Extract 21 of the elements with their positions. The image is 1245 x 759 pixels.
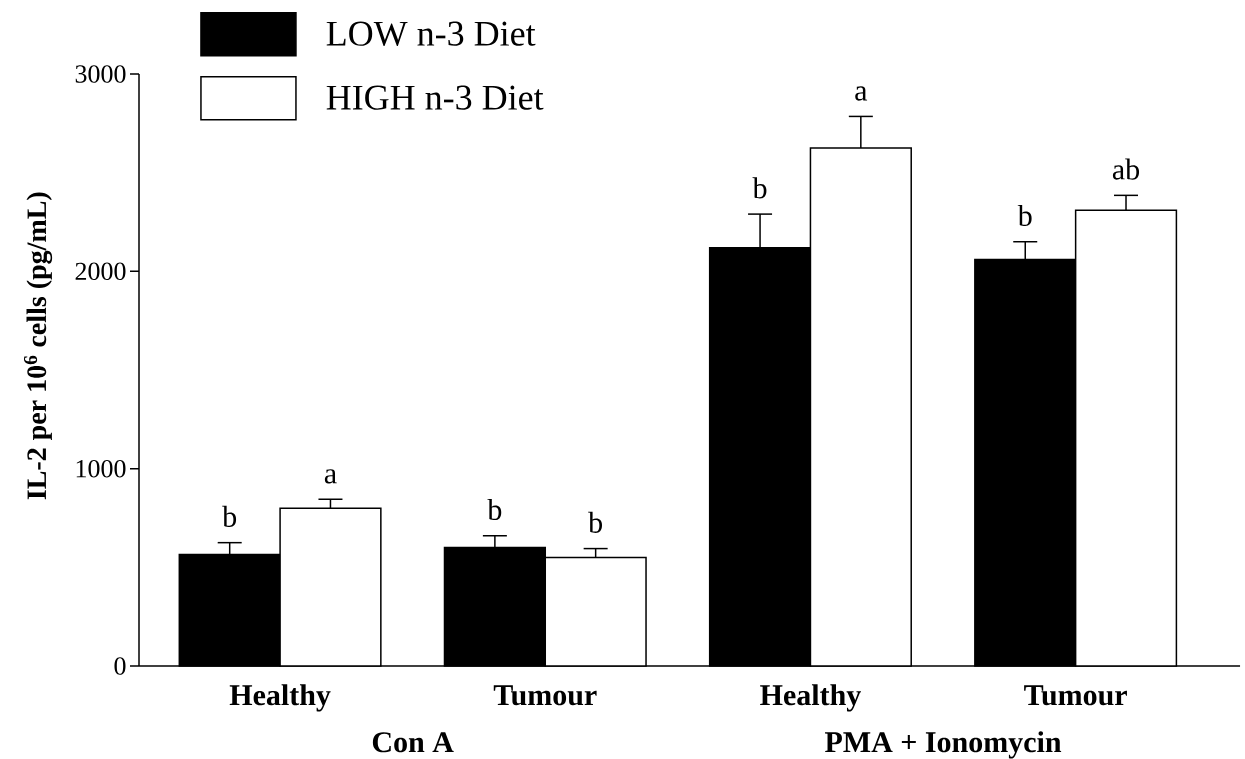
y-tick-label: 2000 <box>75 262 126 281</box>
data-label: b <box>588 511 603 533</box>
data-label: ab <box>1112 158 1140 180</box>
x-tick-label: Healthy <box>760 684 861 712</box>
y-tick-label: 1000 <box>76 459 126 478</box>
x-tick-label: Healthy <box>229 684 331 712</box>
data-label: a <box>324 469 337 484</box>
data-label: b <box>752 177 767 199</box>
x-tick-label: Tumour <box>493 685 597 706</box>
legend-label: LOW n-3 Diet <box>326 21 536 46</box>
data-label: b <box>222 505 237 527</box>
legend-label: HIGH n-3 Diet <box>326 85 544 110</box>
data-label: b <box>1017 204 1032 227</box>
y-tick-label: 3000 <box>75 65 126 83</box>
data-label: b <box>487 498 502 521</box>
x-tick-label: Tumour <box>1024 685 1127 706</box>
text: Con A <box>372 732 454 753</box>
text: PMA + Ionomycin <box>825 731 1062 759</box>
data-label: a <box>855 86 868 101</box>
y-axis-title: IL-2 per 10$^{6}$ cells (pg/mL) <box>23 192 53 500</box>
y-tick-label: 0 <box>114 657 126 675</box>
